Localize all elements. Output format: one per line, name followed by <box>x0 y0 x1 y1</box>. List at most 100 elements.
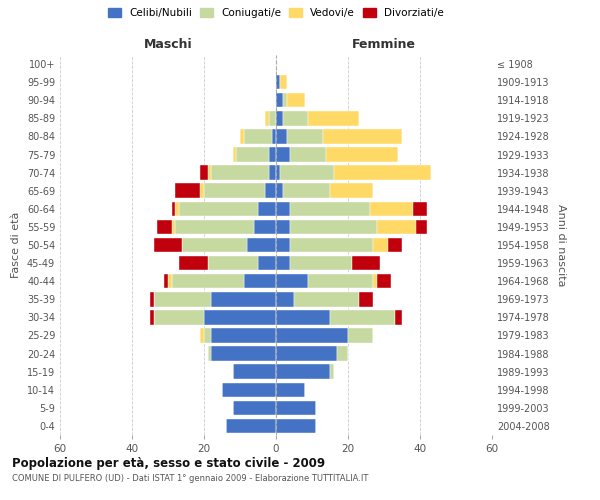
Bar <box>352 256 380 270</box>
Bar <box>265 184 276 198</box>
Bar <box>283 184 330 198</box>
Bar <box>164 274 168 288</box>
Bar <box>222 382 276 397</box>
Bar <box>150 292 154 306</box>
Bar <box>276 364 330 379</box>
Bar <box>254 220 276 234</box>
Bar <box>290 220 377 234</box>
Bar <box>175 184 200 198</box>
Bar <box>276 292 294 306</box>
Bar <box>172 274 244 288</box>
Bar <box>276 418 316 433</box>
Bar <box>175 202 179 216</box>
Bar <box>172 220 175 234</box>
Bar <box>244 274 276 288</box>
Bar <box>204 184 265 198</box>
Bar <box>348 328 373 342</box>
Text: Maschi: Maschi <box>143 38 193 52</box>
Text: COMUNE DI PULFERO (UD) - Dati ISTAT 1° gennaio 2009 - Elaborazione TUTTITALIA.IT: COMUNE DI PULFERO (UD) - Dati ISTAT 1° g… <box>12 474 368 483</box>
Bar <box>211 328 276 342</box>
Bar <box>154 292 211 306</box>
Bar <box>330 364 334 379</box>
Bar <box>236 148 269 162</box>
Bar <box>276 166 280 180</box>
Bar <box>233 364 276 379</box>
Bar <box>200 184 204 198</box>
Bar <box>373 238 388 252</box>
Bar <box>308 274 373 288</box>
Bar <box>276 202 290 216</box>
Bar <box>208 166 211 180</box>
Bar <box>276 328 348 342</box>
Bar <box>280 75 287 90</box>
Y-axis label: Anni di nascita: Anni di nascita <box>556 204 566 286</box>
Bar <box>200 328 204 342</box>
Bar <box>276 256 290 270</box>
Bar <box>280 166 334 180</box>
Bar <box>204 310 276 324</box>
Bar <box>233 400 276 415</box>
Bar <box>276 129 287 144</box>
Bar <box>276 75 280 90</box>
Bar <box>330 184 373 198</box>
Bar <box>388 238 402 252</box>
Bar <box>377 274 391 288</box>
Y-axis label: Fasce di età: Fasce di età <box>11 212 21 278</box>
Bar <box>200 166 208 180</box>
Bar <box>290 238 373 252</box>
Bar <box>175 220 254 234</box>
Bar <box>416 220 427 234</box>
Text: Femmine: Femmine <box>352 38 416 52</box>
Bar <box>373 274 377 288</box>
Bar <box>240 129 244 144</box>
Bar <box>154 310 204 324</box>
Bar <box>308 111 359 126</box>
Bar <box>276 184 283 198</box>
Bar <box>244 129 272 144</box>
Legend: Celibi/Nubili, Coniugati/e, Vedovi/e, Divorziati/e: Celibi/Nubili, Coniugati/e, Vedovi/e, Di… <box>108 8 444 18</box>
Bar <box>276 346 337 361</box>
Bar <box>258 202 276 216</box>
Bar <box>276 274 308 288</box>
Bar <box>179 256 208 270</box>
Bar <box>272 129 276 144</box>
Bar <box>276 382 305 397</box>
Bar <box>265 111 269 126</box>
Bar <box>290 256 352 270</box>
Bar <box>269 148 276 162</box>
Bar <box>157 220 172 234</box>
Bar <box>211 166 269 180</box>
Bar <box>154 238 182 252</box>
Bar <box>269 111 276 126</box>
Bar <box>413 202 427 216</box>
Bar <box>334 166 431 180</box>
Bar <box>208 256 258 270</box>
Bar <box>276 220 290 234</box>
Bar <box>168 274 172 288</box>
Bar <box>276 310 330 324</box>
Bar <box>276 400 316 415</box>
Bar <box>208 346 211 361</box>
Bar <box>211 292 276 306</box>
Bar <box>283 111 308 126</box>
Bar <box>287 129 323 144</box>
Bar <box>211 346 276 361</box>
Bar <box>290 202 370 216</box>
Bar <box>337 346 348 361</box>
Bar <box>204 328 211 342</box>
Bar <box>323 129 402 144</box>
Text: Popolazione per età, sesso e stato civile - 2009: Popolazione per età, sesso e stato civil… <box>12 458 325 470</box>
Bar <box>269 166 276 180</box>
Bar <box>276 238 290 252</box>
Bar <box>290 148 326 162</box>
Bar <box>233 148 236 162</box>
Bar <box>294 292 359 306</box>
Bar <box>258 256 276 270</box>
Bar <box>150 310 154 324</box>
Bar <box>283 93 287 108</box>
Bar <box>326 148 398 162</box>
Bar <box>287 93 305 108</box>
Bar <box>247 238 276 252</box>
Bar <box>359 292 373 306</box>
Bar <box>377 220 416 234</box>
